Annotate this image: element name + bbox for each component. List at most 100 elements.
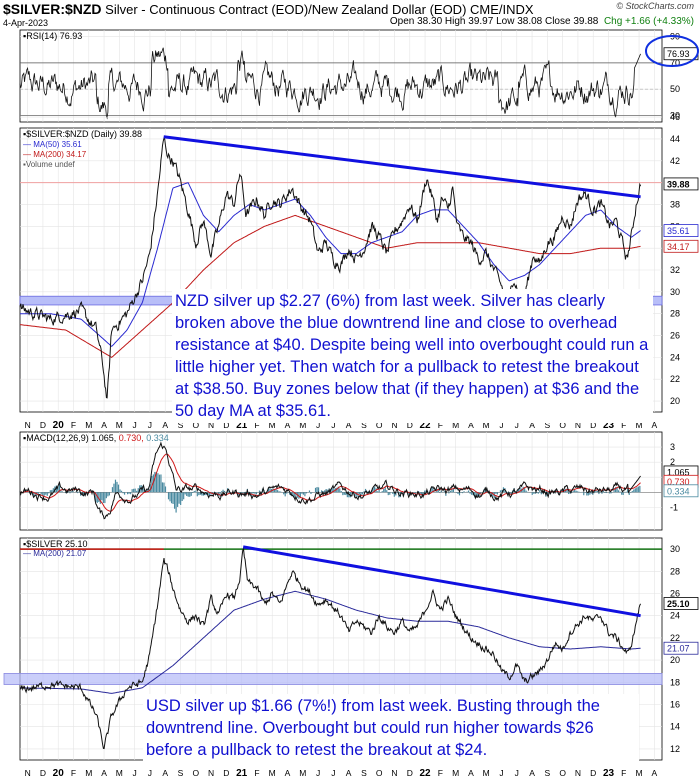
- rsi-line: [19, 47, 641, 120]
- change-value: Chg +1.66 (+4.33%): [603, 16, 694, 27]
- rsi-legend: ▪RSI(14) 76.93: [23, 31, 82, 41]
- nzd-xtick: A: [101, 420, 107, 430]
- nzd-xtick: D: [223, 420, 229, 430]
- nzd-xtick: F: [254, 420, 259, 430]
- usd-xtick: M: [299, 768, 306, 778]
- usd-xtick: 21: [236, 768, 248, 779]
- nzd-xtick: M: [452, 420, 459, 430]
- nzd-ma200-line: [19, 214, 641, 359]
- usd-ytick: 20: [670, 655, 680, 665]
- usd-xtick: J: [331, 768, 335, 778]
- usd-xtick: D: [40, 768, 46, 778]
- usd-xtick: D: [407, 768, 413, 778]
- usd-downtrend-line: [242, 545, 641, 618]
- usd-xtick: 23: [603, 768, 615, 779]
- nzd-ytick: 24: [670, 352, 680, 362]
- nzd-xtick: F: [621, 420, 626, 430]
- usd-xtick: J: [515, 768, 519, 778]
- nzd-last-ma200-box: [663, 239, 699, 253]
- usd-xtick: A: [101, 768, 107, 778]
- macd-panel: -10123▪MACD(12,26,9) 1.065, 0.730, 0.334…: [19, 431, 699, 531]
- usd-xtick: M: [636, 768, 643, 778]
- nzd-xtick: N: [575, 420, 581, 430]
- usd-xtick: A: [529, 768, 535, 778]
- usd-ma200-line: [20, 590, 641, 694]
- nzd-legend-ma200: — MA(200) 34.17: [23, 150, 87, 159]
- nzd-ytick: 28: [670, 309, 680, 319]
- ohlc-readout: Open 38.30 High 39.97 Low 38.08 Close 39…: [390, 16, 694, 27]
- nzd-xtick: A: [652, 420, 658, 430]
- usd-ytick: 26: [670, 589, 680, 599]
- usd-ytick: 28: [670, 566, 680, 576]
- nzd-xtick: J: [515, 420, 519, 430]
- nzd-xtick: A: [529, 420, 535, 430]
- usd-last-price-box: [663, 597, 699, 610]
- nzd-xtick: 22: [420, 420, 432, 431]
- usd-xtick: S: [545, 768, 551, 778]
- nzd-legend-ma50: — MA(50) 35.61: [23, 140, 82, 149]
- nzd-last-price-box: [663, 177, 699, 191]
- usd-support-band: [3, 673, 663, 685]
- nzd-xtick: N: [391, 420, 397, 430]
- usd-legend-ma200: — MA(200) 21.07: [23, 549, 87, 558]
- rsi-ytick: 70: [670, 58, 680, 68]
- usd-xtick: A: [162, 768, 168, 778]
- nzd-xtick: D: [590, 420, 596, 430]
- macd-last-hist-box: [663, 484, 699, 498]
- nzd-xtick: 23: [603, 420, 615, 431]
- usd-ytick: 16: [670, 700, 680, 710]
- nzd-ytick: 44: [670, 134, 680, 144]
- nzd-xtick: 20: [53, 420, 65, 431]
- nzd-xtick: A: [162, 420, 168, 430]
- nzd-last-ma50: 35.61: [667, 226, 690, 236]
- nzd-xtick: M: [483, 420, 490, 430]
- nzd-xtick: M: [116, 420, 123, 430]
- nzd-last-ma50-box: [663, 224, 699, 237]
- usd-commentary: USD silver up $1.66 (7%!) from last week…: [143, 694, 639, 762]
- rsi-frame: [19, 29, 663, 123]
- macd-last-signal: 0.730: [667, 477, 690, 487]
- macd-legend-main: ▪MACD(12,26,9) 1.065,: [23, 433, 119, 443]
- usd-xtick: D: [590, 768, 596, 778]
- macd-ytick: 2: [670, 457, 675, 467]
- usd-xtick: N: [391, 768, 397, 778]
- nzd-ytick: 20: [670, 396, 680, 406]
- usd-last-ma200-box: [663, 641, 699, 655]
- usd-xtick: O: [559, 768, 566, 778]
- rsi-highlight-circle: [645, 35, 699, 68]
- source-label: © StockCharts.com: [616, 1, 694, 11]
- macd-legend-hist: 0.334: [146, 433, 169, 443]
- nzd-xtick: J: [133, 420, 137, 430]
- nzd-legend-volume: ▪Volume undef: [23, 160, 76, 169]
- usd-xtick: N: [25, 768, 31, 778]
- nzd-ytick: 26: [670, 331, 680, 341]
- usd-ytick: 24: [670, 611, 680, 621]
- usd-price-line: [19, 546, 642, 750]
- nzd-ytick: 46: [670, 112, 680, 122]
- ohlc-values: Open 38.30 High 39.97 Low 38.08 Close 39…: [389, 16, 599, 27]
- usd-xtick: O: [192, 768, 199, 778]
- usd-xtick: F: [254, 768, 259, 778]
- nzd-legend: ▪$SILVER:$NZD (Daily) 39.88— MA(50) 35.6…: [23, 129, 142, 169]
- nzd-xtick: S: [361, 420, 367, 430]
- usd-xtick: A: [346, 768, 352, 778]
- macd-legend-signal: 0.730,: [119, 433, 147, 443]
- nzd-xtick: O: [376, 420, 383, 430]
- nzd-ma50-line: [20, 182, 641, 348]
- silver-nzd-panel: 2022242628303234363840424446▪$SILVER:$NZ…: [19, 112, 699, 431]
- macd-last-value: 1.065: [667, 467, 690, 477]
- nzd-commentary: NZD silver up $2.27 (6%) from last week.…: [172, 289, 653, 423]
- usd-ytick: 22: [670, 633, 680, 643]
- nzd-xtick: M: [636, 420, 643, 430]
- nzd-xtick: F: [438, 420, 443, 430]
- usd-xtick: N: [575, 768, 581, 778]
- usd-xtick: M: [483, 768, 490, 778]
- usd-xtick: F: [438, 768, 443, 778]
- nzd-xtick: M: [269, 420, 276, 430]
- symbol-label: $SILVER:$NZD: [3, 1, 102, 17]
- nzd-xtick: O: [559, 420, 566, 430]
- rsi-ytick: 50: [670, 84, 680, 94]
- nzd-xtick: F: [71, 420, 76, 430]
